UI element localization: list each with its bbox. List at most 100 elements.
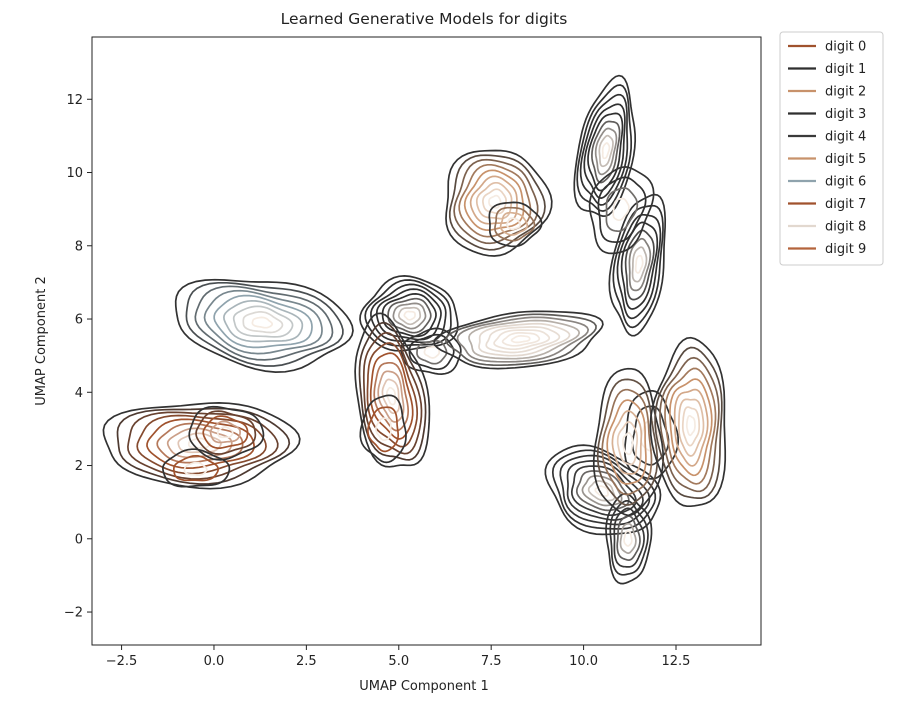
legend-label: digit 8 [825, 220, 866, 235]
contour-line [387, 297, 432, 334]
contour-line [366, 342, 419, 448]
contour-line [203, 289, 323, 355]
contour-line [664, 367, 717, 485]
y-tick-label: 0 [75, 532, 83, 547]
contour-line [623, 530, 633, 547]
contour-line [188, 405, 265, 461]
contour-line [209, 420, 241, 444]
contour-line [573, 74, 637, 217]
contour-line [445, 149, 553, 257]
contour-line [456, 316, 590, 363]
contour-line [583, 103, 626, 199]
contour-line [501, 332, 541, 347]
contour-line [172, 454, 220, 482]
contour-line [364, 279, 452, 347]
contour-line [386, 386, 397, 406]
contour-series-digit-6 [174, 278, 354, 373]
chart-title: Learned Generative Models for digits [281, 10, 568, 28]
contour-line [183, 461, 208, 476]
x-axis-label: UMAP Component 1 [359, 679, 488, 694]
contour-line [146, 418, 255, 469]
contour-line [369, 352, 414, 440]
contour-series-digit-7 [354, 312, 431, 468]
legend: digit 0 digit 1 digit 2 digit 3 digit 4 digit… [779, 31, 884, 266]
contour-line [587, 480, 616, 502]
contour-line [216, 426, 234, 439]
contour-line [628, 237, 652, 292]
contour-line [613, 507, 645, 568]
contour-line [468, 319, 581, 360]
contour-line [488, 201, 543, 248]
contour-line [608, 193, 667, 337]
y-tick-label: 2 [75, 459, 83, 474]
contour-line [433, 310, 604, 370]
x-tick-label: 10.0 [569, 654, 598, 669]
legend-label: digit 1 [825, 62, 866, 77]
contour-line [592, 367, 665, 517]
contour-line [392, 302, 427, 330]
contour-line [659, 356, 720, 493]
contour-line [624, 229, 655, 301]
contour-line [194, 285, 334, 361]
contour-series-digit-4 [544, 390, 680, 585]
contour-line [195, 410, 257, 455]
contour-line [448, 154, 546, 251]
contour-line [634, 254, 644, 274]
contour-line [213, 294, 313, 349]
contour-line [232, 305, 294, 338]
y-tick-label: 4 [75, 386, 83, 401]
contour-line [488, 194, 502, 209]
contour-line [601, 388, 653, 496]
contour-line [605, 187, 639, 233]
legend-label: digit 5 [825, 152, 866, 167]
x-tick-label: −2.5 [106, 654, 138, 669]
contour-line [620, 221, 659, 310]
contour-line [403, 310, 416, 321]
legend-label: digit 2 [825, 85, 866, 100]
contour-line [397, 306, 422, 326]
contour-series-digit-8 [433, 310, 604, 370]
contour-line [251, 316, 274, 329]
contour-line [591, 120, 621, 184]
contour-line [622, 432, 634, 456]
contour-line [631, 405, 670, 466]
contour-line [102, 402, 301, 490]
contour-line [594, 127, 618, 176]
y-axis-label: UMAP Component 2 [34, 276, 49, 405]
contour-line [359, 394, 407, 464]
contour-line [354, 312, 431, 468]
legend-label: digit 7 [825, 197, 866, 212]
x-tick-label: 0.0 [204, 654, 225, 669]
contour-line [631, 246, 648, 283]
contour-series-digit-5 [592, 336, 727, 517]
contour-line [482, 188, 507, 215]
legend-label: digit 4 [825, 130, 866, 145]
contour-line [458, 163, 532, 238]
contour-line [400, 327, 462, 375]
y-tick-label: 8 [75, 239, 83, 254]
contour-line [596, 378, 659, 506]
contour-line [162, 448, 231, 488]
contour-series-digit-0 [102, 402, 301, 490]
contour-line [475, 181, 513, 220]
y-tick-label: 12 [66, 93, 83, 108]
contour-line [611, 410, 643, 475]
contour-line [609, 500, 649, 576]
contour-line [654, 346, 723, 499]
y-axis: −2 0 2 4 6 8 10 12 [64, 93, 92, 621]
contour-line [478, 322, 571, 357]
contour-line [416, 340, 448, 365]
x-tick-label: 7.5 [481, 654, 502, 669]
y-tick-label: 10 [66, 166, 83, 181]
contour-line [469, 175, 518, 225]
contour-line [223, 299, 304, 343]
contour-line [362, 331, 423, 455]
contour-line [678, 398, 705, 457]
legend-label: digit 0 [825, 40, 866, 55]
contour-line [493, 329, 551, 351]
contour-line [381, 378, 401, 415]
contour-line [597, 176, 647, 243]
contour-line [601, 142, 611, 160]
x-tick-label: 5.0 [388, 654, 409, 669]
